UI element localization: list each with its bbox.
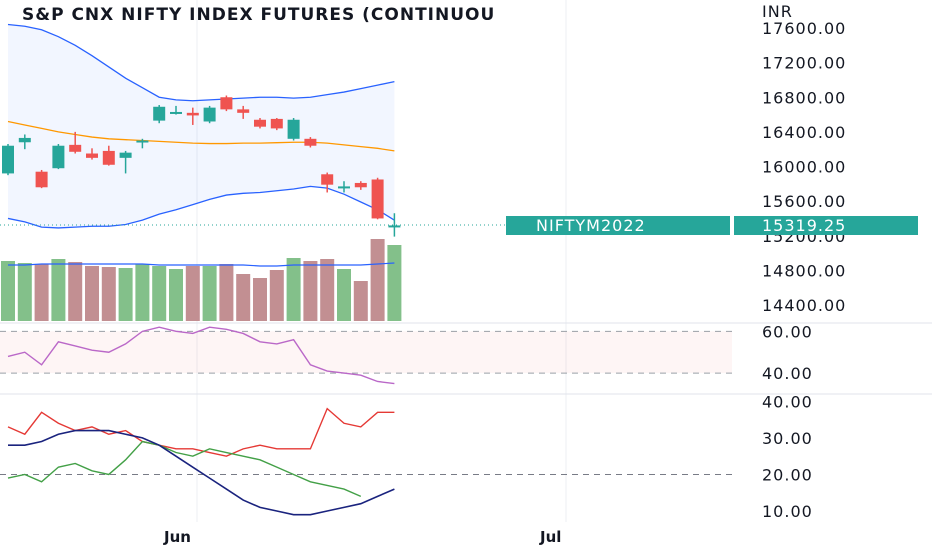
candle-body: [254, 119, 266, 127]
candle-body: [371, 179, 384, 219]
volume-ma-line: [8, 262, 395, 267]
volume-bar: [135, 264, 150, 321]
candle-body: [102, 150, 115, 165]
candle-body: [321, 174, 334, 185]
adx-line: [8, 429, 395, 516]
volume-bar: [169, 269, 183, 321]
candle-body: [69, 144, 82, 152]
di-minus-line: [7, 407, 395, 457]
candle-body: [237, 109, 250, 113]
candle-body: [86, 153, 98, 158]
chart-title: S&P CNX NIFTY INDEX FUTURES (CONTINUOU: [22, 5, 495, 25]
volume-bar: [253, 278, 267, 321]
volume-bar: [51, 259, 66, 321]
volume-bars: [1, 239, 402, 321]
price-tick-label: 17600.00: [762, 19, 846, 38]
volume-bar: [236, 274, 251, 321]
candle-body: [136, 140, 149, 143]
basis-line: [7, 120, 395, 152]
rsi-tick-label: 40.00: [762, 364, 813, 383]
dmi-tick-label: 30.00: [762, 429, 813, 448]
rsi-pane: 60.00 40.00: [0, 322, 813, 385]
price-tick-label: 16000.00: [762, 158, 846, 177]
volume-bar: [101, 267, 116, 321]
candle-body: [186, 112, 199, 116]
price-tick-label: 14400.00: [762, 296, 846, 315]
candle-body: [338, 186, 350, 189]
volume-bar: [34, 264, 49, 321]
volume-bar: [337, 269, 351, 321]
volume-bar: [185, 266, 200, 321]
price-tick-label: 16800.00: [762, 88, 846, 107]
candle-body: [354, 182, 367, 188]
last-price-tag: 15319.25: [762, 216, 846, 235]
candle-body: [270, 118, 283, 129]
volume-bar: [320, 259, 335, 321]
dmi-tick-label: 20.00: [762, 465, 813, 484]
volume-bar: [118, 268, 133, 321]
candle-body: [119, 152, 132, 158]
price-tick-label: 14800.00: [762, 261, 846, 280]
volume-bar: [17, 263, 32, 321]
candle-body: [203, 107, 216, 122]
volume-bar: [202, 266, 217, 321]
rsi-tick-label: 60.00: [762, 322, 813, 341]
candle-body: [388, 225, 401, 228]
last-price-tag-bg: [734, 216, 918, 235]
price-axis: 17600.00 17200.00 16800.00 16400.00 16000.00…: [762, 19, 846, 315]
volume-bar: [1, 261, 15, 321]
candle-body: [2, 145, 14, 174]
price-tick-label: 15600.00: [762, 192, 846, 211]
candle-body: [287, 119, 300, 139]
volume-bar: [387, 245, 402, 321]
price-tick-label: 16400.00: [762, 123, 846, 142]
x-tick-jun: Jun: [163, 528, 191, 546]
candle-body: [18, 137, 31, 143]
symbol-tag: NIFTYM2022: [536, 216, 646, 235]
candle-body: [153, 106, 166, 121]
volume-bar: [152, 266, 167, 321]
candles: [2, 95, 401, 237]
volume-bar: [269, 270, 284, 321]
rsi-band-fill: [0, 331, 732, 374]
band-fill: [8, 24, 395, 228]
volume-bar: [303, 261, 318, 321]
candle-body: [170, 111, 182, 114]
volume-bar: [286, 258, 301, 321]
volume-bar: [353, 281, 368, 321]
lower-band-line: [7, 185, 395, 229]
price-tick-label: 17200.00: [762, 54, 846, 73]
rsi-line: [7, 326, 395, 385]
volume-bar: [219, 264, 234, 321]
x-tick-jul: Jul: [539, 528, 561, 546]
volume-bar: [85, 266, 99, 321]
upper-band-line: [7, 23, 395, 102]
candle-body: [35, 171, 48, 188]
dmi-pane: 40.00 30.00 20.00 10.00: [0, 392, 813, 521]
bollinger-bands: [7, 23, 395, 229]
volume-bar: [370, 239, 385, 321]
dmi-tick-label: 40.00: [762, 392, 813, 411]
volume-bar: [68, 262, 83, 321]
symbol-tag-bg: [506, 216, 730, 235]
candle-body: [52, 145, 65, 169]
di-plus-line: [7, 440, 362, 498]
candle-body: [220, 97, 233, 110]
dmi-tick-label: 10.00: [762, 502, 813, 521]
candle-body: [304, 138, 317, 146]
currency-label: INR: [762, 2, 793, 21]
